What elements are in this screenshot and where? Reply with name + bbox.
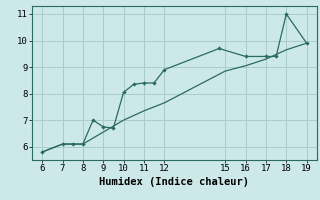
X-axis label: Humidex (Indice chaleur): Humidex (Indice chaleur)	[100, 177, 249, 187]
